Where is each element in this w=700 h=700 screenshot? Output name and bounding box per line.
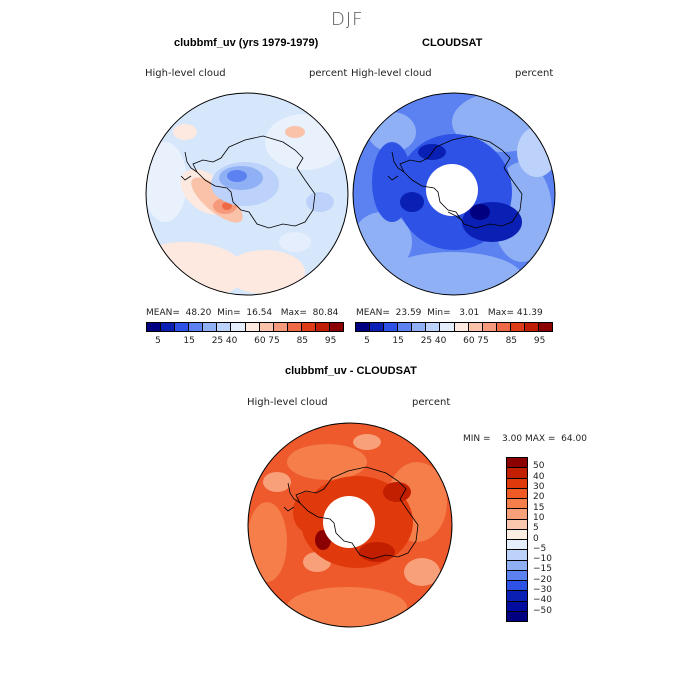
diff-colorbar bbox=[506, 457, 528, 622]
diff-colorbar-tick-label: 0 bbox=[533, 533, 539, 544]
model-colorbar-tick-label: 15 bbox=[183, 336, 195, 346]
obs-colorbar-tick-label: 25 bbox=[420, 336, 433, 346]
diff-colorbar-bin bbox=[507, 509, 527, 520]
diff-colorbar-bin bbox=[507, 601, 527, 612]
diff-colorbar-bin bbox=[507, 488, 527, 499]
obs-colorbar-tick-label: 15 bbox=[392, 336, 404, 346]
obs-colorbar-tick-label: 5 bbox=[364, 336, 370, 346]
diff-colorbar-tick-label: 30 bbox=[533, 481, 545, 492]
obs-colorbar-tick-label: 95 bbox=[533, 336, 546, 346]
model-colorbar-bin bbox=[301, 323, 316, 331]
model-colorbar-tick-label: 25 bbox=[211, 336, 224, 346]
diff-stats: MIN = 3.00 MAX = 64.00 bbox=[463, 434, 587, 444]
diff-colorbar-bin bbox=[507, 478, 527, 489]
diff-panel-title: clubbmf_uv - CLOUDSAT bbox=[285, 365, 417, 377]
season-title: DJF bbox=[331, 9, 364, 30]
model-colorbar-tick-label: 75 bbox=[268, 336, 280, 346]
diff-colorbar-bin bbox=[507, 540, 527, 551]
obs-colorbar-bin bbox=[426, 323, 441, 331]
obs-colorbar-bin bbox=[496, 323, 511, 331]
model-colorbar-tick-label: 95 bbox=[324, 336, 337, 346]
model-colorbar-tick-label: 5 bbox=[155, 336, 161, 346]
diff-colorbar-tick-label: 10 bbox=[533, 512, 545, 523]
diff-colorbar-tick-label: 40 bbox=[533, 471, 545, 482]
diff-colorbar-bin bbox=[507, 499, 527, 510]
obs-panel-title: CLOUDSAT bbox=[422, 37, 483, 49]
model-colorbar-bin bbox=[217, 323, 232, 331]
model-colorbar-bin bbox=[273, 323, 288, 331]
model-colorbar-bin bbox=[189, 323, 204, 331]
diff-colorbar-bin bbox=[507, 611, 527, 621]
obs-units-label: percent bbox=[515, 68, 554, 79]
diff-colorbar-tick-label: −50 bbox=[533, 605, 552, 616]
model-colorbar-bin bbox=[315, 323, 331, 331]
obs-colorbar-tick-label: 60 bbox=[463, 336, 475, 346]
diff-units-label: percent bbox=[412, 397, 451, 408]
diff-colorbar-tick-label: 5 bbox=[533, 523, 539, 534]
obs-colorbar-bin bbox=[384, 323, 399, 331]
diff-colorbar-bin bbox=[507, 529, 527, 540]
obs-colorbar-bin bbox=[370, 323, 385, 331]
model-colorbar bbox=[146, 322, 344, 332]
diff-colorbar-tick-label: −30 bbox=[533, 585, 552, 596]
model-colorbar-bin bbox=[245, 323, 260, 331]
model-colorbar-bin bbox=[175, 323, 190, 331]
diff-colorbar-tick-label: −5 bbox=[533, 543, 547, 554]
obs-colorbar-bin bbox=[454, 323, 469, 331]
diff-polar-map bbox=[247, 422, 453, 628]
obs-colorbar-bin bbox=[468, 323, 483, 331]
obs-colorbar-bin bbox=[482, 323, 497, 331]
diff-colorbar-bin bbox=[507, 591, 527, 602]
diff-colorbar-tick-label: 15 bbox=[533, 502, 545, 513]
diff-colorbar-tick-label: −40 bbox=[533, 595, 552, 606]
diff-colorbar-tick-label: −10 bbox=[533, 554, 552, 565]
obs-colorbar-bin bbox=[539, 323, 553, 331]
model-colorbar-bin bbox=[147, 323, 162, 331]
obs-colorbar-tick-label: 40 bbox=[434, 336, 447, 346]
diff-colorbar-bin bbox=[507, 550, 527, 561]
model-polar-map bbox=[145, 92, 349, 296]
model-colorbar-tick-label: 85 bbox=[296, 336, 309, 346]
obs-colorbar-bin bbox=[510, 323, 525, 331]
model-stats: MEAN= 48.20 Min= 16.54 Max= 80.84 bbox=[146, 308, 339, 318]
diff-colorbar-bin bbox=[507, 458, 527, 469]
diff-colorbar-tick-label: 20 bbox=[533, 492, 545, 503]
model-colorbar-tick-label: 60 bbox=[254, 336, 266, 346]
obs-colorbar-bin bbox=[440, 323, 455, 331]
obs-colorbar-bin bbox=[524, 323, 540, 331]
diff-colorbar-bin bbox=[507, 581, 527, 592]
model-panel-title: clubbmf_uv (yrs 1979-1979) bbox=[174, 37, 319, 49]
obs-stats: MEAN= 23.59 Min= 3.01 Max= 41.39 bbox=[356, 308, 543, 318]
obs-colorbar bbox=[355, 322, 553, 332]
diff-colorbar-tick-label: −20 bbox=[533, 574, 552, 585]
diff-variable-label: High-level cloud bbox=[247, 397, 328, 408]
model-colorbar-bin bbox=[287, 323, 302, 331]
obs-colorbar-tick-label: 75 bbox=[477, 336, 489, 346]
model-variable-label: High-level cloud bbox=[145, 68, 226, 79]
diff-colorbar-bin bbox=[507, 468, 527, 479]
obs-colorbar-bin bbox=[398, 323, 413, 331]
model-colorbar-bin bbox=[330, 323, 344, 331]
model-colorbar-bin bbox=[161, 323, 176, 331]
model-colorbar-tick-label: 40 bbox=[225, 336, 238, 346]
obs-variable-label: High-level cloud bbox=[351, 68, 432, 79]
diff-colorbar-bin bbox=[507, 519, 527, 530]
obs-colorbar-bin bbox=[412, 323, 427, 331]
obs-polar-map bbox=[352, 92, 556, 296]
diff-colorbar-bin bbox=[507, 570, 527, 581]
diff-colorbar-tick-label: 50 bbox=[533, 461, 545, 472]
model-units-label: percent bbox=[309, 68, 348, 79]
model-colorbar-bin bbox=[259, 323, 274, 331]
model-colorbar-bin bbox=[203, 323, 218, 331]
model-colorbar-bin bbox=[231, 323, 246, 331]
diff-colorbar-bin bbox=[507, 560, 527, 571]
diff-colorbar-tick-label: −15 bbox=[533, 564, 552, 575]
obs-colorbar-tick-label: 85 bbox=[505, 336, 518, 346]
obs-colorbar-bin bbox=[356, 323, 371, 331]
